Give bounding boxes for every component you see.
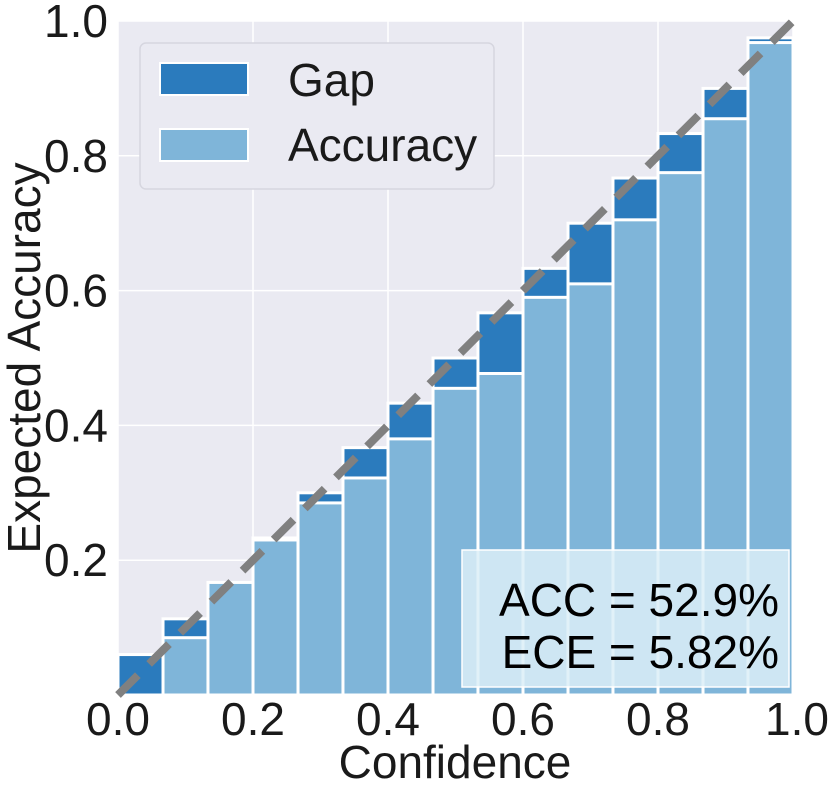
accuracy-bar-4 [296,501,345,697]
y-tick-label-1: 0.4 [44,399,108,451]
y-tick-label-4: 1.0 [44,0,108,47]
legend-label-gap: Gap [288,54,375,106]
x-tick-labels: 0.0 0.2 0.4 0.6 0.8 1.0 [86,693,829,745]
y-tick-label-0: 0.2 [44,534,108,586]
x-tick-label-5: 1.0 [765,693,829,745]
x-tick-label-1: 0.2 [221,693,285,745]
x-tick-label-2: 0.4 [356,693,420,745]
legend-label-accuracy: Accuracy [288,119,477,171]
accuracy-bar-5 [341,476,390,697]
x-tick-label-3: 0.6 [491,693,555,745]
annotation-acc: ACC = 52.9% [499,574,779,626]
x-axis-label: Confidence [339,736,572,788]
perfect-calibration-line [115,18,796,698]
annotation-box [461,549,790,688]
x-tick-label-0: 0.0 [86,693,150,745]
y-axis-label: Expected Accuracy [0,162,50,553]
y-tick-labels: 0.2 0.4 0.6 0.8 1.0 [44,0,108,586]
legend: Gap Accuracy [139,42,495,190]
metrics-annotation: ACC = 52.9% ECE = 5.82% [461,549,790,688]
annotation-ece: ECE = 5.82% [502,626,779,678]
accuracy-bar-6 [386,437,435,697]
y-tick-label-3: 0.8 [44,130,108,182]
accuracy-bar-3 [251,538,300,697]
x-tick-label-4: 0.8 [626,693,690,745]
y-tick-label-2: 0.6 [44,265,108,317]
legend-swatch-gap [159,62,249,96]
legend-swatch-accuracy [159,128,249,162]
